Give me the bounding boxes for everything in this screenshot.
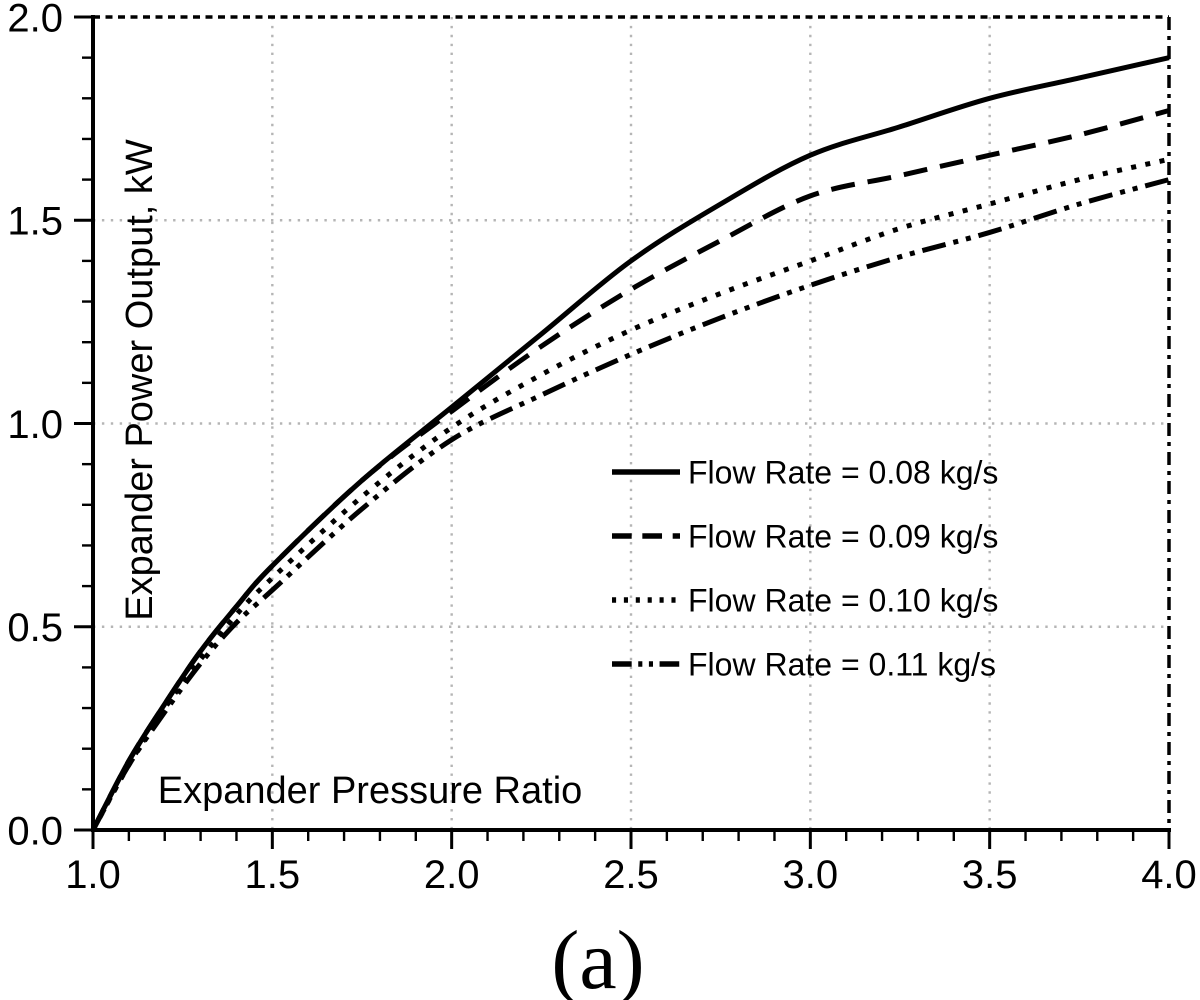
curve-flow-rate-0.09-kg-s [90, 108, 1170, 832]
figure-caption: (a) [551, 914, 644, 1000]
legend-label: Flow Rate = 0.09 kg/s [688, 519, 998, 555]
y-tick-label: 0.5 [7, 606, 63, 650]
legend-item: Flow Rate = 0.08 kg/s [612, 455, 998, 491]
legend-label: Flow Rate = 0.10 kg/s [688, 583, 998, 619]
y-tick-label: 1.5 [7, 200, 63, 244]
x-tick-label: 3.5 [962, 853, 1018, 897]
x-tick-label: 2.0 [424, 853, 480, 897]
x-tick-label: 1.5 [245, 853, 301, 897]
legend: Flow Rate = 0.08 kg/s Flow Rate = 0.09 kg… [612, 455, 998, 683]
plot-border-layer [91, 15, 1171, 832]
legend-item: Flow Rate = 0.09 kg/s [612, 519, 998, 555]
curve-flow-rate-0.08-kg-s [90, 55, 1170, 832]
x-tick-label: 3.0 [783, 853, 839, 897]
axis-tick-layer: 1.0 1.5 2.0 2.5 3.0 3.5 4.0 0.0 0.5 1.0 1.5 2.0 [7, 0, 1196, 897]
x-axis-title: Expander Pressure Ratio [158, 770, 583, 812]
y-tick-label: 0.0 [7, 809, 63, 853]
legend-label: Flow Rate = 0.11 kg/s [688, 647, 996, 683]
y-tick-label: 1.0 [7, 403, 63, 447]
curve-layer [90, 55, 1170, 832]
y-tick-label: 2.0 [7, 0, 63, 40]
x-tick-label: 4.0 [1141, 853, 1197, 897]
legend-item: Flow Rate = 0.11 kg/s [612, 647, 996, 683]
legend-label: Flow Rate = 0.08 kg/s [688, 455, 998, 491]
curve-flow-rate-0.11-kg-s [90, 177, 1170, 832]
legend-item: Flow Rate = 0.10 kg/s [612, 583, 998, 619]
x-tick-label: 1.0 [65, 853, 121, 897]
grid-layer [93, 17, 1169, 830]
y-axis-title: Expander Power Output, kW [119, 139, 161, 621]
x-tick-label: 2.5 [603, 853, 659, 897]
